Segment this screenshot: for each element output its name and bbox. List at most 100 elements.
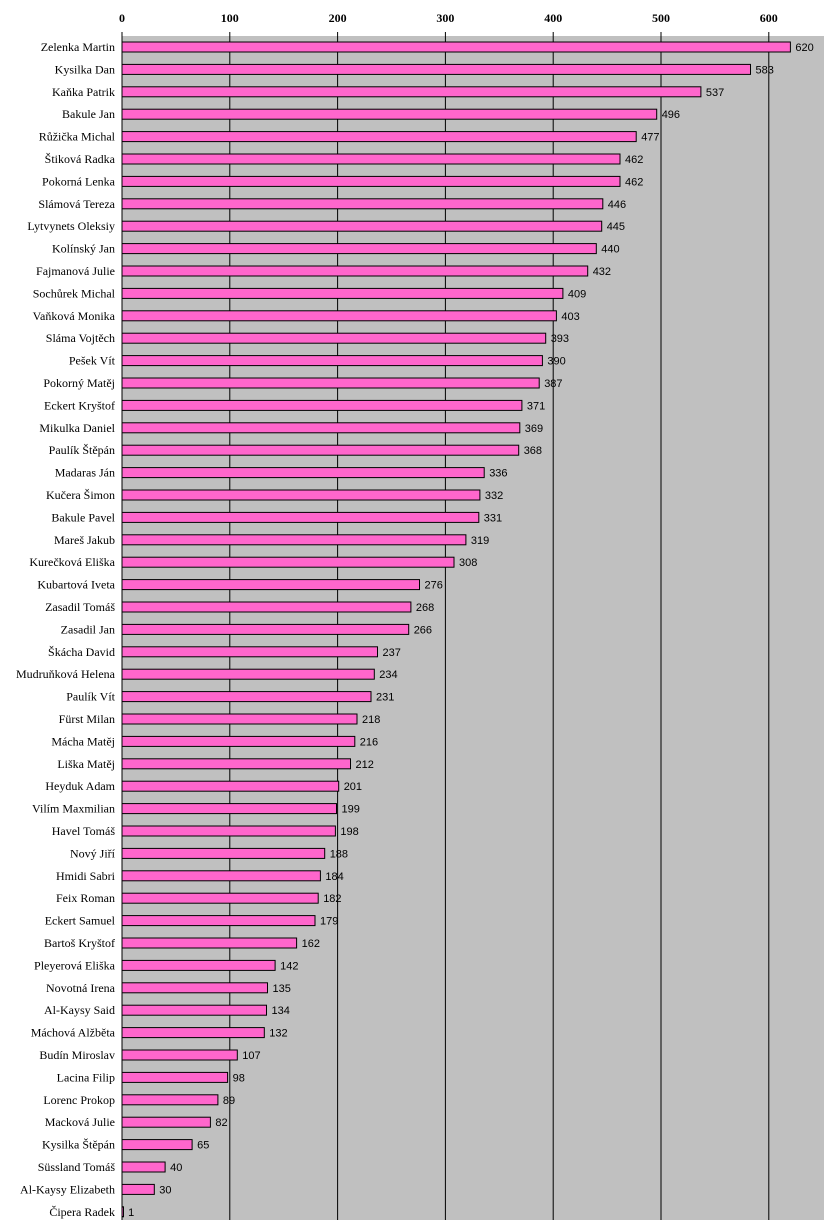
bar xyxy=(121,780,340,792)
bar xyxy=(121,982,268,994)
category-label: Lacina Filip xyxy=(57,1070,115,1084)
value-label: 40 xyxy=(170,1162,182,1174)
value-label: 440 xyxy=(601,244,619,256)
category-label: Eckert Samuel xyxy=(45,914,116,928)
category-label: Kubartová Iveta xyxy=(37,578,115,592)
category-label: Novotná Irena xyxy=(46,981,116,995)
bar xyxy=(121,758,351,770)
bar xyxy=(121,131,637,143)
value-label: 184 xyxy=(325,871,343,883)
bar xyxy=(121,646,378,658)
x-tick-label: 200 xyxy=(329,11,347,25)
category-label: Mareš Jakub xyxy=(54,533,115,547)
category-label: Růžička Michal xyxy=(39,130,116,144)
x-tick-label: 100 xyxy=(221,11,239,25)
category-label: Vaňková Monika xyxy=(33,309,116,323)
category-label: Mácha Matěj xyxy=(51,734,115,748)
category-label: Hmidi Sabri xyxy=(56,869,116,883)
bar xyxy=(121,959,276,971)
value-label: 82 xyxy=(215,1117,227,1129)
category-label: Pešek Vít xyxy=(69,354,116,368)
bar xyxy=(121,713,358,725)
value-label: 387 xyxy=(544,378,562,390)
category-label: Bakule Pavel xyxy=(51,510,115,524)
bar xyxy=(121,623,410,635)
bar xyxy=(121,175,621,187)
category-label: Kaňka Patrik xyxy=(52,85,115,99)
bar xyxy=(121,1161,166,1173)
bar xyxy=(121,377,540,389)
bar xyxy=(121,399,523,411)
x-tick-label: 400 xyxy=(544,11,562,25)
value-label: 216 xyxy=(360,736,378,748)
category-label: Pokorná Lenka xyxy=(42,174,116,188)
category-label: Eckert Kryštof xyxy=(44,398,115,412)
value-label: 393 xyxy=(551,333,569,345)
category-label: Kučera Šimon xyxy=(46,488,115,502)
bar xyxy=(121,1027,265,1039)
category-label: Süssland Tomáš xyxy=(38,1160,116,1174)
value-label: 620 xyxy=(795,42,813,54)
value-label: 266 xyxy=(414,624,432,636)
value-label: 198 xyxy=(340,826,358,838)
value-label: 445 xyxy=(607,221,625,233)
value-label: 142 xyxy=(280,960,298,972)
value-label: 369 xyxy=(525,423,543,435)
category-label: Pokorný Matěj xyxy=(43,376,115,390)
bar xyxy=(121,444,520,456)
value-label: 234 xyxy=(379,669,397,681)
value-label: 308 xyxy=(459,557,477,569)
bar xyxy=(121,735,356,747)
bar xyxy=(121,892,319,904)
category-label: Kolínský Jan xyxy=(52,242,115,256)
value-label: 231 xyxy=(376,692,394,704)
value-label: 462 xyxy=(625,154,643,166)
category-label: Škácha David xyxy=(48,645,115,659)
category-label: Fürst Milan xyxy=(59,712,115,726)
category-label: Liška Matěj xyxy=(57,757,115,771)
x-axis-ticks: 0 100 200 300 400 500 600 xyxy=(119,11,778,36)
category-label: Macková Julie xyxy=(45,1115,115,1129)
category-label: Lytvynets Oleksiy xyxy=(27,219,115,233)
value-label: 583 xyxy=(756,64,774,76)
value-label: 332 xyxy=(485,490,503,502)
bar xyxy=(121,511,480,523)
category-label: Budín Miroslav xyxy=(39,1048,115,1062)
bar xyxy=(121,63,751,75)
value-label: 409 xyxy=(568,288,586,300)
x-tick-label: 300 xyxy=(436,11,454,25)
bar xyxy=(121,243,597,255)
bar xyxy=(121,556,455,568)
value-label: 199 xyxy=(342,804,360,816)
category-label: Mikulka Daniel xyxy=(39,421,115,435)
bar xyxy=(121,1071,229,1083)
value-label: 432 xyxy=(593,266,611,278)
bar xyxy=(121,310,557,322)
value-label: 268 xyxy=(416,602,434,614)
bar xyxy=(121,847,326,859)
bar xyxy=(121,1004,267,1016)
value-label: 371 xyxy=(527,400,545,412)
bar xyxy=(121,691,372,703)
value-label: 403 xyxy=(561,311,579,323)
category-label: Nový Jiří xyxy=(70,846,116,860)
bar xyxy=(121,825,336,837)
bar xyxy=(121,41,791,53)
category-label: Feix Roman xyxy=(56,891,115,905)
category-label: Zasadil Jan xyxy=(61,622,115,636)
value-label: 179 xyxy=(320,916,338,928)
category-label: Zasadil Tomáš xyxy=(45,600,115,614)
category-label: Kurečková Eliška xyxy=(29,555,115,569)
value-label: 162 xyxy=(302,938,320,950)
category-label: Madaras Ján xyxy=(55,466,115,480)
bar xyxy=(121,1049,238,1061)
category-label: Paulík Vít xyxy=(66,690,115,704)
value-label: 336 xyxy=(489,468,507,480)
bar xyxy=(121,579,420,591)
bar xyxy=(121,937,298,949)
value-label: 390 xyxy=(547,356,565,368)
value-label: 1 xyxy=(128,1207,134,1219)
value-label: 496 xyxy=(662,109,680,121)
bar xyxy=(121,467,485,479)
